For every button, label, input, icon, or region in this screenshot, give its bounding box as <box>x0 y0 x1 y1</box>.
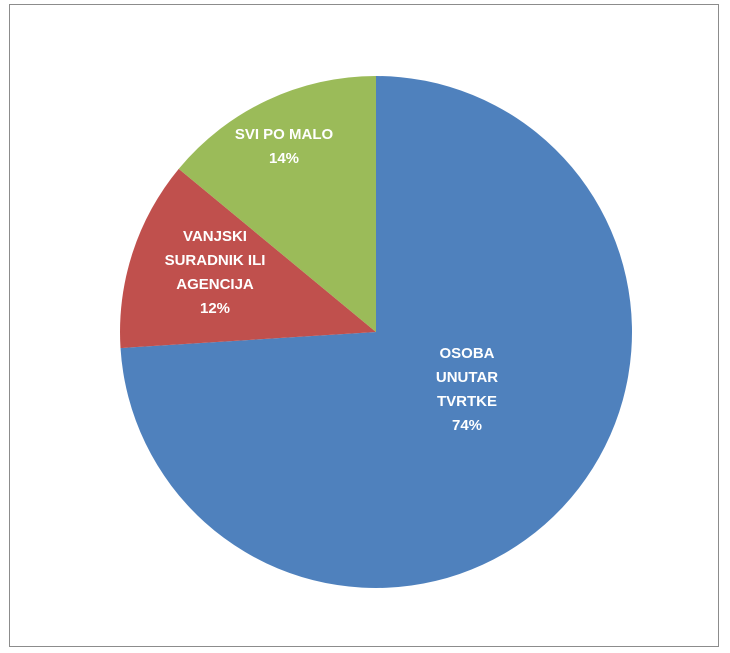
pie-slice-2 <box>178 76 376 332</box>
pie-slice-1 <box>120 168 376 349</box>
slice-0-value-label: 74% <box>452 417 482 434</box>
slice-1-category-label: SURADNIK ILI <box>165 252 266 269</box>
slice-1-value-label: 12% <box>200 300 230 317</box>
slice-2-value-label: 14% <box>269 150 299 167</box>
pie-slice-0 <box>120 76 633 589</box>
slice-2-category-label: SVI PO MALO <box>235 126 334 143</box>
slice-0-category-label: TVRTKE <box>437 393 497 410</box>
slice-1-category-label: AGENCIJA <box>176 276 254 293</box>
slice-1-category-label: VANJSKI <box>183 228 247 245</box>
slice-0-category-label: OSOBA <box>439 345 494 362</box>
slice-0-category-label: UNUTAR <box>436 369 498 386</box>
